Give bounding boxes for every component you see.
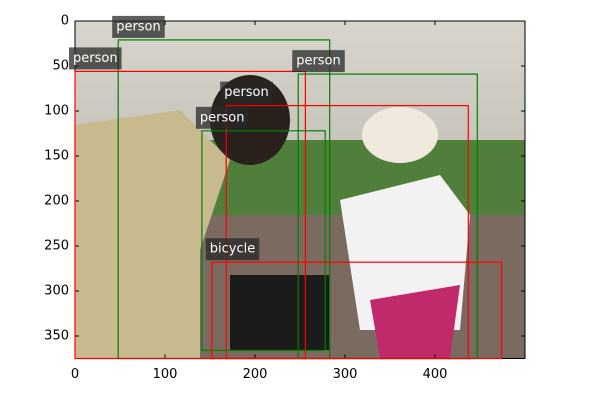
x-tick-label: 200 [243, 367, 268, 382]
box-label: bicycle [210, 242, 255, 257]
y-tick-label: 0 [61, 14, 69, 29]
label-background [292, 50, 345, 73]
y-tick-label: 100 [44, 104, 69, 119]
box-label: person [116, 19, 161, 34]
box-label: person [224, 85, 269, 100]
label-background [112, 15, 165, 38]
bounding-box [74, 70, 306, 360]
x-tick-label: 100 [153, 367, 178, 382]
bounding-box [211, 261, 503, 360]
box-label: person [200, 110, 245, 125]
x-tick-label: 400 [423, 367, 448, 382]
y-tick-label: 200 [44, 194, 69, 209]
y-tick-label: 50 [52, 59, 69, 74]
label-background [205, 238, 260, 261]
label-background [220, 81, 273, 104]
y-tick-label: 300 [44, 284, 69, 299]
y-tick-label: 350 [44, 329, 69, 344]
label-background [195, 106, 249, 129]
box-label: person [73, 51, 118, 66]
bounding-box [201, 130, 326, 352]
y-tick-label: 250 [44, 239, 69, 254]
x-tick-label: 0 [71, 367, 79, 382]
x-tick-label: 300 [333, 367, 358, 382]
y-tick-label: 150 [44, 149, 69, 164]
label-background [69, 47, 122, 70]
box-label: person [296, 54, 341, 69]
